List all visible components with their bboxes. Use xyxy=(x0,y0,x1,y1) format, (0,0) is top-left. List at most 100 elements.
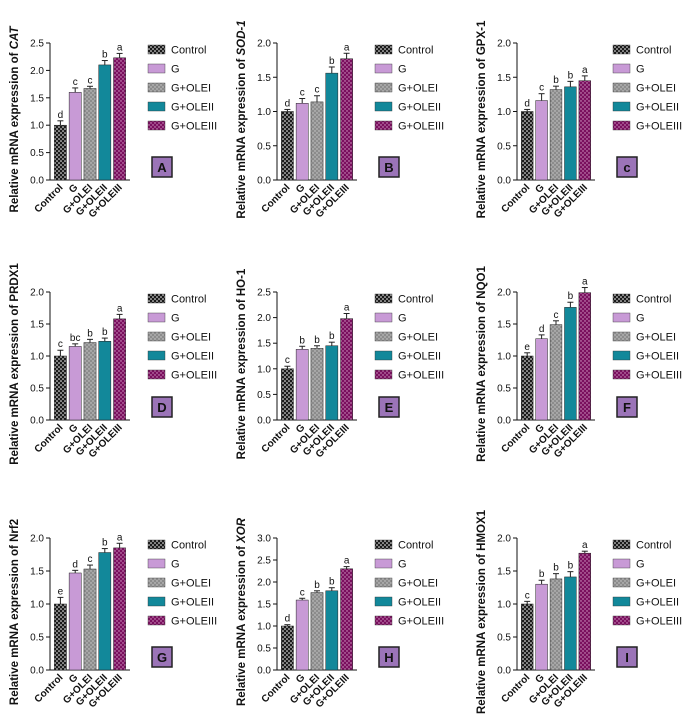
legend-label: G+OLEII xyxy=(398,102,441,114)
significance-letter: d xyxy=(285,98,291,109)
significance-letter: d xyxy=(539,324,545,335)
chart-panel-f: 0.0 0.5 1.0 1.5 2.0 Relative mRNA expression … xyxy=(476,266,682,462)
significance-letter: c xyxy=(554,310,559,321)
bar-control xyxy=(521,111,534,181)
legend-label: G xyxy=(636,559,645,571)
panel-label-box xyxy=(616,646,638,668)
legend-swatch xyxy=(147,558,166,569)
panel-label-box xyxy=(616,156,638,178)
legend-swatch xyxy=(612,331,631,342)
chart-panel-b: 0.0 0.5 1.0 1.5 2.0 Relative mRNA expression … xyxy=(236,20,444,220)
y-tick-label: 2.0 xyxy=(257,39,271,50)
bar-g-oleiii xyxy=(340,318,353,421)
legend-label: Control xyxy=(636,294,671,306)
legend-label: Control xyxy=(398,294,433,306)
bar-g-olei xyxy=(310,101,324,181)
panel-label-box xyxy=(378,646,400,668)
y-tick-label: 2.5 xyxy=(257,556,271,567)
y-axis-title: Relative mRNA expression of NQO1 xyxy=(476,266,488,462)
legend-swatch xyxy=(612,369,631,380)
panel-label-box xyxy=(378,396,400,418)
legend-swatch xyxy=(612,293,631,304)
legend-swatch xyxy=(374,596,393,607)
y-tick-label: 1.0 xyxy=(497,600,511,611)
y-axis-title: Relative mRNA expression of GPX-1 xyxy=(476,20,488,218)
bar-g-olei xyxy=(549,578,563,671)
y-tick-label: 1.5 xyxy=(30,567,44,578)
y-tick-label: 0.0 xyxy=(497,176,511,187)
y-tick-label: 0.0 xyxy=(497,416,511,427)
y-tick-label: 1.5 xyxy=(257,600,271,611)
y-axis-title: Relative mRNA expression of PRDX1 xyxy=(9,263,21,465)
chart-panel-i: 0.0 0.5 1.0 1.5 2.0 Relative mRNA expression … xyxy=(476,509,682,714)
significance-letter: b xyxy=(329,331,335,342)
y-axis-title-gene: PRDX1 xyxy=(9,263,21,302)
bar-g-oleii xyxy=(564,576,577,671)
legend-swatch xyxy=(374,558,393,569)
bar-g-oleiii xyxy=(113,547,126,671)
significance-letter: d xyxy=(58,110,64,121)
y-tick-label: 0.0 xyxy=(257,666,271,677)
legend-label: G+OLEII xyxy=(398,597,441,609)
y-tick-label: 0.0 xyxy=(257,176,271,187)
panel-label: B xyxy=(384,160,393,175)
bar-g xyxy=(295,349,309,421)
legend-label: G+OLEII xyxy=(171,102,214,114)
bar-g-oleiii xyxy=(113,318,126,421)
legend-label: G+OLEIII xyxy=(171,616,217,628)
y-tick-label: 1.5 xyxy=(30,320,44,331)
y-tick-label: 2.0 xyxy=(497,39,511,50)
legend-label: G xyxy=(636,64,645,76)
legend-label: G+OLEIII xyxy=(636,121,682,133)
legend-label: G+OLEIII xyxy=(398,370,444,382)
significance-letter: c xyxy=(88,75,93,86)
bar-g xyxy=(68,346,82,421)
bar-g-oleiii xyxy=(578,552,591,671)
bar-g-olei xyxy=(83,342,97,421)
y-tick-label: 2.0 xyxy=(30,288,44,299)
legend-swatch xyxy=(612,596,631,607)
y-axis-title-gene: Nrf2 xyxy=(9,519,21,542)
legend-swatch xyxy=(612,350,631,361)
legend-label: G+OLEIII xyxy=(398,121,444,133)
legend-label: G+OLEII xyxy=(636,102,679,114)
legend-label: Control xyxy=(171,294,206,306)
significance-letter: a xyxy=(117,532,123,543)
legend-label: G+OLEIII xyxy=(636,370,682,382)
legend-swatch xyxy=(147,63,166,74)
legend-swatch xyxy=(612,82,631,93)
legend-swatch xyxy=(612,120,631,131)
legend-label: Control xyxy=(636,45,671,57)
y-axis-title-prefix: Relative mRNA expression of xyxy=(236,55,248,218)
y-tick-label: 0.0 xyxy=(30,176,44,187)
y-axis-title-prefix: Relative mRNA expression of xyxy=(9,542,21,705)
legend-swatch xyxy=(147,615,166,626)
y-axis-title: Relative mRNA expression of HMOX1 xyxy=(476,509,488,714)
legend-label: G xyxy=(636,313,645,325)
y-tick-label: 2.0 xyxy=(30,534,44,545)
legend-swatch xyxy=(374,63,393,74)
bar-g xyxy=(295,599,309,671)
legend-swatch xyxy=(612,101,631,112)
bar-g xyxy=(68,572,82,671)
y-tick-label: 2.0 xyxy=(30,66,44,77)
bar-g-oleii xyxy=(325,345,339,421)
bar-g-oleii xyxy=(98,64,112,181)
legend-swatch xyxy=(612,539,631,550)
significance-letter: c xyxy=(285,355,290,366)
x-tick-label: Control xyxy=(499,672,532,705)
significance-letter: c xyxy=(315,85,320,96)
legend-swatch xyxy=(147,331,166,342)
y-axis-title-gene: HO-1 xyxy=(236,268,248,296)
y-tick-label: 1.0 xyxy=(497,107,511,118)
significance-letter: c xyxy=(88,554,93,565)
significance-letter: c xyxy=(300,587,305,598)
significance-letter: c xyxy=(58,339,63,350)
y-tick-label: 1.0 xyxy=(30,352,44,363)
y-tick-label: 1.0 xyxy=(257,364,271,375)
significance-letter: d xyxy=(72,559,78,570)
significance-letter: e xyxy=(58,586,64,597)
significance-letter: b xyxy=(299,335,305,346)
chart-panel-h: 0.0 0.5 1.0 1.5 2.0 2.5 3.0 Relative mRNA expre… xyxy=(236,517,444,710)
